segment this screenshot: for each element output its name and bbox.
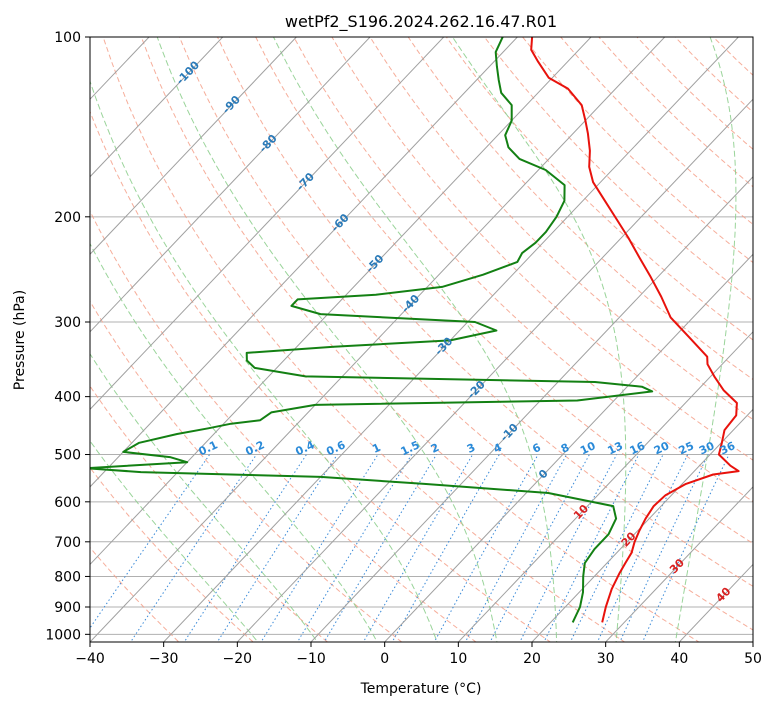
dry-adiabat — [140, 37, 700, 642]
plot-frame — [89, 36, 754, 643]
x-tick-label: 40 — [670, 651, 688, 667]
isotherm — [90, 37, 445, 411]
y-tick-label: 500 — [54, 448, 81, 464]
mixing-ratio-line — [596, 454, 689, 642]
mixing-ratio-line — [183, 454, 307, 642]
y-tick-label: 700 — [54, 535, 81, 551]
moist-adiabat — [90, 79, 438, 642]
isotherm — [383, 253, 753, 642]
x-tick-label: 10 — [449, 651, 467, 667]
dry-adiabat — [369, 37, 753, 421]
mixing-ratio-label: 20 — [652, 439, 672, 457]
y-tick-label: 100 — [54, 30, 81, 46]
x-tick-label: 30 — [597, 651, 615, 667]
isotherm — [604, 486, 753, 642]
dry-adiabat — [90, 466, 254, 642]
isotherm — [90, 37, 666, 642]
x-axis: −40 −30 −20 −10 0 10 20 30 40 50 — [75, 642, 762, 667]
mixing-ratio-line — [464, 454, 568, 642]
mixing-ratio-line — [129, 454, 257, 642]
y-tick-label: 900 — [54, 600, 81, 616]
dry-adiabat — [90, 385, 329, 642]
moist-adiabats — [90, 37, 737, 642]
isotherm — [90, 37, 224, 178]
moist-adiabat — [156, 37, 498, 642]
mixing-ratio-label: 25 — [677, 439, 696, 457]
mixing-ratio-line — [323, 454, 437, 642]
moist-adiabat — [452, 37, 627, 642]
mixing-ratio-label: 30 — [697, 439, 717, 457]
mixing-ratio-label: 13 — [606, 439, 625, 457]
dewpoint-line — [90, 37, 654, 623]
isotherm — [90, 37, 592, 566]
sounding-series — [90, 37, 740, 623]
mixing-ratio-line — [619, 454, 709, 642]
y-axis-label: Pressure (hPa) — [12, 290, 28, 390]
y-tick-label: 800 — [54, 569, 81, 585]
moist-adiabat — [273, 37, 558, 642]
dry-adiabat — [293, 37, 753, 503]
dry-adiabat — [178, 37, 753, 631]
isotherm — [90, 37, 298, 256]
mixing-ratio-line — [519, 454, 618, 642]
dry-adiabat — [217, 37, 753, 587]
isotherm — [310, 176, 753, 642]
x-tick-label: −10 — [296, 651, 326, 667]
mixing-ratio-line — [216, 454, 338, 642]
dry-adiabat — [102, 37, 626, 642]
dry-adiabat — [90, 110, 552, 642]
isotherm — [236, 98, 753, 642]
mixing-ratio-labels: 0.1 0.2 0.4 0.6 1 1.5 2 3 4 6 8 10 13 16 20 25 30 36 — [197, 438, 738, 458]
mixing-ratio-label: 10 — [578, 439, 598, 457]
dry-adiabat — [407, 37, 753, 381]
x-tick-label: −20 — [223, 651, 253, 667]
isotherm — [162, 37, 740, 642]
dry-adiabat — [90, 210, 477, 642]
mixing-ratio-label: 16 — [628, 439, 648, 457]
x-tick-label: 0 — [380, 651, 389, 667]
x-tick-label: −30 — [149, 651, 179, 667]
mixing-ratio-lines — [90, 454, 730, 642]
y-tick-label: 300 — [54, 315, 81, 331]
y-axis: 100 200 300 400 500 600 700 800 900 1000 — [45, 30, 90, 643]
dry-adiabat — [484, 37, 753, 302]
mixing-ratio-line — [260, 454, 379, 642]
moist-adiabat — [674, 37, 737, 642]
plot-area: -100-90-80-70-60-50-40-30-20-10010203040… — [90, 37, 753, 642]
moist-adiabat — [90, 352, 319, 642]
dry-adiabat — [90, 546, 180, 642]
y-tick-label: 200 — [54, 210, 81, 226]
x-tick-label: 20 — [523, 651, 541, 667]
chart-title: wetPf2_S196.2024.262.16.47.R01 — [285, 12, 557, 32]
x-axis-label: Temperature (°C) — [360, 681, 482, 697]
moist-adiabat — [90, 242, 378, 642]
mixing-ratio-line — [90, 454, 211, 629]
mixing-ratio-label: 36 — [718, 439, 738, 457]
y-tick-label: 400 — [54, 390, 81, 406]
temperature-line — [530, 37, 740, 623]
isotherm — [457, 331, 753, 642]
y-tick-label: 1000 — [45, 627, 81, 643]
isotherms — [90, 37, 753, 642]
x-tick-label: −40 — [75, 651, 105, 667]
isotherm — [531, 408, 753, 642]
isotherm — [90, 37, 371, 333]
isotherm — [90, 37, 519, 488]
y-tick-label: 600 — [54, 495, 81, 511]
x-tick-label: 50 — [744, 651, 762, 667]
